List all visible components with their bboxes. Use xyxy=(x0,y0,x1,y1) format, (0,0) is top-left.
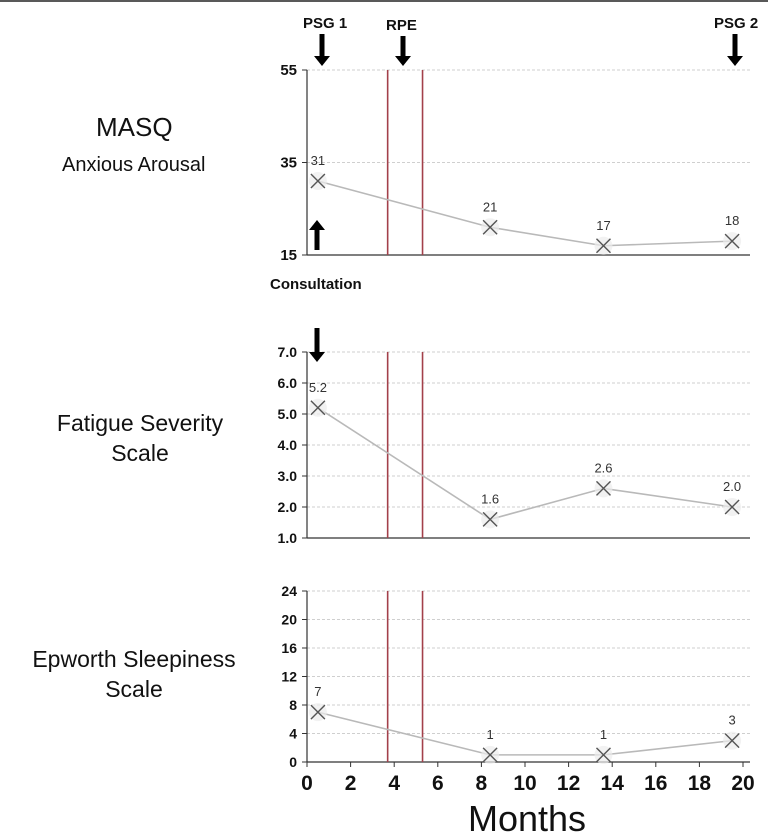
panel3-y-tick-label: 0 xyxy=(289,754,297,770)
x-tick-label: 4 xyxy=(388,772,400,795)
x-tick-label: 8 xyxy=(476,772,488,795)
panel1-data-label: 17 xyxy=(596,218,610,233)
panel1-data-marker xyxy=(595,238,611,254)
panel3-y-tick-label: 12 xyxy=(281,669,297,685)
fatigue-title: Fatigue Severity xyxy=(56,410,224,436)
panel2-y-tick-label: 7.0 xyxy=(278,344,298,360)
psg1-arrow xyxy=(319,34,325,57)
rpe-arrow xyxy=(400,36,406,57)
fatigue-start-arrow-head xyxy=(309,352,325,362)
psg2-arrow-head xyxy=(727,56,743,66)
panel2-data-marker xyxy=(595,480,611,496)
epworth-subtitle: Scale xyxy=(105,676,163,702)
psg2-arrow xyxy=(732,34,738,57)
x-tick-label: 14 xyxy=(601,772,625,795)
panel1-series-line xyxy=(317,180,733,247)
panel2-data-marker xyxy=(724,499,740,515)
panel3-data-marker xyxy=(595,747,611,763)
panel2-y-tick-label: 4.0 xyxy=(278,437,298,453)
panel3-data-label: 7 xyxy=(314,684,321,699)
panel3-data-label: 1 xyxy=(600,727,607,742)
panel1-y-tick-label: 15 xyxy=(280,247,297,264)
x-tick-label: 18 xyxy=(688,772,712,795)
panel3-series-line xyxy=(317,711,733,756)
panel3-y-tick-label: 8 xyxy=(289,697,297,713)
panel2-series-line xyxy=(317,407,733,521)
panel1-data-marker xyxy=(724,233,740,249)
panel2-data-marker xyxy=(310,400,326,416)
x-tick-label: 6 xyxy=(432,772,444,795)
consultation-annotation: Consultation xyxy=(270,276,362,293)
panel2-data-marker xyxy=(482,511,498,527)
panel1-data-label: 31 xyxy=(311,153,325,168)
panel3-y-tick-label: 4 xyxy=(289,726,297,742)
rpe-annotation: RPE xyxy=(386,17,417,34)
panel3-data-label: 1 xyxy=(487,727,494,742)
x-tick-label: 0 xyxy=(301,772,313,795)
x-tick-label: 12 xyxy=(557,772,580,795)
fatigue-subtitle: Scale xyxy=(111,440,169,466)
panel2-y-tick-label: 3.0 xyxy=(278,468,298,484)
panel1-data-label: 18 xyxy=(725,213,739,228)
panel2-y-tick-label: 2.0 xyxy=(278,499,298,515)
consultation-arrow-head xyxy=(309,220,325,230)
panel2-y-tick-label: 1.0 xyxy=(278,530,298,546)
x-tick-label: 20 xyxy=(731,772,754,795)
panel2-y-tick-label: 6.0 xyxy=(278,375,298,391)
panel2-data-label: 5.2 xyxy=(309,380,327,395)
rpe-arrow-head xyxy=(395,56,411,66)
panel3-data-label: 3 xyxy=(728,713,735,728)
x-tick-label: 16 xyxy=(644,772,667,795)
consultation-arrow xyxy=(314,229,320,250)
panel1-y-tick-label: 35 xyxy=(280,155,297,172)
panel2-data-label: 1.6 xyxy=(481,491,499,506)
panel1-data-label: 21 xyxy=(483,199,497,214)
panel1-data-marker xyxy=(482,219,498,235)
psg1-annotation: PSG 1 xyxy=(303,15,348,32)
panel3-data-marker xyxy=(310,704,326,720)
panel1-data-marker xyxy=(310,173,326,189)
panel3-y-tick-label: 20 xyxy=(281,612,297,628)
x-axis-title: Months xyxy=(468,798,587,839)
x-tick-label: 2 xyxy=(345,772,357,795)
masq-title: MASQ xyxy=(96,112,173,142)
panel3-data-marker xyxy=(724,733,740,749)
epworth-title: Epworth Sleepiness xyxy=(32,646,236,672)
psg2-annotation: PSG 2 xyxy=(714,15,759,32)
panel2-y-tick-label: 5.0 xyxy=(278,406,298,422)
fatigue-start-arrow xyxy=(314,328,320,353)
x-tick-label: 10 xyxy=(513,772,536,795)
psg1-arrow-head xyxy=(314,56,330,66)
panel2-data-label: 2.0 xyxy=(723,479,741,494)
panel1-y-tick-label: 55 xyxy=(280,62,297,79)
panel2-data-label: 2.6 xyxy=(594,460,612,475)
panel3-y-tick-label: 24 xyxy=(281,583,297,599)
panel3-data-marker xyxy=(482,747,498,763)
panel3-y-tick-label: 16 xyxy=(281,640,297,656)
masq-subtitle: Anxious Arousal xyxy=(62,154,206,176)
